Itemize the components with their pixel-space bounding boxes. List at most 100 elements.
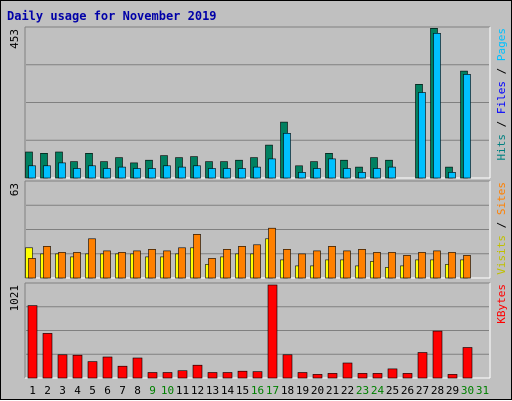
legend-entry: Files — [495, 81, 508, 114]
bar-sites-day-1 — [28, 258, 36, 279]
panel-legend: KBytes — [495, 284, 508, 324]
bar-kbytes-day-2 — [42, 333, 53, 379]
bar-files-day-29 — [448, 172, 456, 179]
legend-entry: Visits — [495, 235, 508, 275]
bar-sites-day-28 — [433, 250, 441, 279]
x-tick-label: 12 — [191, 384, 204, 397]
bar-kbytes-day-29 — [447, 374, 458, 379]
x-tick-label: 14 — [221, 384, 235, 397]
x-tick-label: 29 — [446, 384, 459, 397]
bar-files-day-15 — [238, 168, 246, 179]
bar-files-day-17 — [268, 158, 276, 179]
bar-kbytes-day-6 — [102, 356, 113, 379]
bar-kbytes-day-7 — [117, 365, 128, 379]
bar-files-day-7 — [118, 166, 126, 179]
bar-files-day-28 — [433, 32, 441, 179]
y-max-label: 453 — [8, 29, 21, 49]
bar-kbytes-day-22 — [342, 362, 353, 379]
bar-files-day-11 — [178, 166, 186, 179]
legend-entry: KBytes — [495, 284, 508, 324]
bar-kbytes-day-9 — [147, 372, 158, 379]
panel-legend: Hits / Files / Pages — [495, 28, 508, 161]
y-max-label: 1021 — [8, 285, 21, 312]
x-tick-label: 28 — [431, 384, 444, 397]
bar-sites-day-16 — [253, 244, 261, 279]
bar-kbytes-day-28 — [432, 330, 443, 379]
bar-sites-day-29 — [448, 252, 456, 279]
x-tick-label: 9 — [149, 384, 156, 397]
bar-files-day-12 — [193, 165, 201, 179]
bar-kbytes-day-14 — [222, 372, 233, 379]
bar-kbytes-day-19 — [297, 372, 308, 379]
bar-kbytes-day-3 — [57, 354, 68, 379]
bar-sites-day-12 — [193, 234, 201, 279]
bar-kbytes-day-27 — [417, 352, 428, 379]
bar-files-day-2 — [43, 165, 51, 179]
bar-files-day-20 — [313, 168, 321, 179]
bar-sites-day-21 — [328, 246, 336, 279]
x-tick-label: 3 — [59, 384, 66, 397]
x-tick-label: 24 — [371, 384, 385, 397]
bar-sites-day-27 — [418, 252, 426, 279]
bar-files-day-22 — [343, 168, 351, 179]
x-tick-label: 5 — [89, 384, 96, 397]
bar-sites-day-10 — [163, 250, 171, 279]
bar-files-day-8 — [133, 168, 141, 179]
x-tick-label: 21 — [326, 384, 339, 397]
bar-kbytes-day-11 — [177, 370, 188, 379]
bar-sites-day-4 — [73, 252, 81, 279]
bar-files-day-23 — [358, 172, 366, 179]
bar-sites-day-11 — [178, 247, 186, 279]
bar-sites-day-26 — [403, 255, 411, 279]
x-tick-label: 23 — [356, 384, 369, 397]
bar-sites-day-5 — [88, 238, 96, 279]
bar-sites-day-30 — [463, 255, 471, 279]
bar-kbytes-day-16 — [252, 371, 263, 379]
bar-kbytes-day-10 — [162, 372, 173, 379]
bar-sites-day-20 — [313, 250, 321, 279]
bar-kbytes-day-25 — [387, 368, 398, 379]
bar-sites-day-6 — [103, 250, 111, 279]
bar-kbytes-day-24 — [372, 373, 383, 379]
panel-legend: Visits / Sites — [495, 182, 508, 275]
x-tick-label: 22 — [341, 384, 354, 397]
bar-files-day-9 — [148, 168, 156, 179]
bar-files-day-19 — [298, 172, 306, 179]
bar-sites-day-24 — [373, 252, 381, 279]
legend-entry: / — [495, 61, 508, 81]
x-tick-label: 19 — [296, 384, 309, 397]
bar-kbytes-day-8 — [132, 357, 143, 379]
bar-sites-day-17 — [268, 227, 276, 279]
x-tick-label: 26 — [401, 384, 414, 397]
x-tick-label: 6 — [104, 384, 111, 397]
bar-kbytes-day-18 — [282, 354, 293, 379]
x-tick-label: 10 — [161, 384, 174, 397]
bar-files-day-1 — [28, 165, 36, 179]
x-tick-label: 1 — [29, 384, 36, 397]
bar-kbytes-day-30 — [462, 347, 473, 379]
legend-entry: Pages — [495, 28, 508, 61]
x-axis: 1 2 3 4 5 6 7 8 9 10 11 12 13 14 15 16 17 18 19 20 21 22 23 24 2… — [29, 384, 489, 397]
x-tick-label: 11 — [176, 384, 189, 397]
bar-sites-day-3 — [58, 252, 66, 279]
x-tick-label: 15 — [236, 384, 249, 397]
legend-entry: / — [495, 114, 508, 134]
bar-files-day-13 — [208, 168, 216, 179]
x-tick-label: 20 — [311, 384, 324, 397]
bar-kbytes-day-5 — [87, 361, 98, 379]
bar-files-day-27 — [418, 92, 426, 179]
bar-kbytes-day-12 — [192, 364, 203, 379]
bar-kbytes-day-23 — [357, 373, 368, 379]
x-tick-label: 25 — [386, 384, 399, 397]
x-tick-label: 16 — [251, 384, 264, 397]
bar-files-day-18 — [283, 133, 291, 179]
legend-entry: Sites — [495, 182, 508, 215]
bar-files-day-5 — [88, 165, 96, 179]
x-tick-label: 27 — [416, 384, 429, 397]
chart-title: Daily usage for November 2019 — [7, 9, 217, 23]
bar-sites-day-2 — [43, 246, 51, 279]
panel-1: 453 Hits / Files / Pages — [8, 26, 508, 179]
bar-files-day-10 — [163, 165, 171, 179]
bar-kbytes-day-17 — [267, 284, 278, 379]
